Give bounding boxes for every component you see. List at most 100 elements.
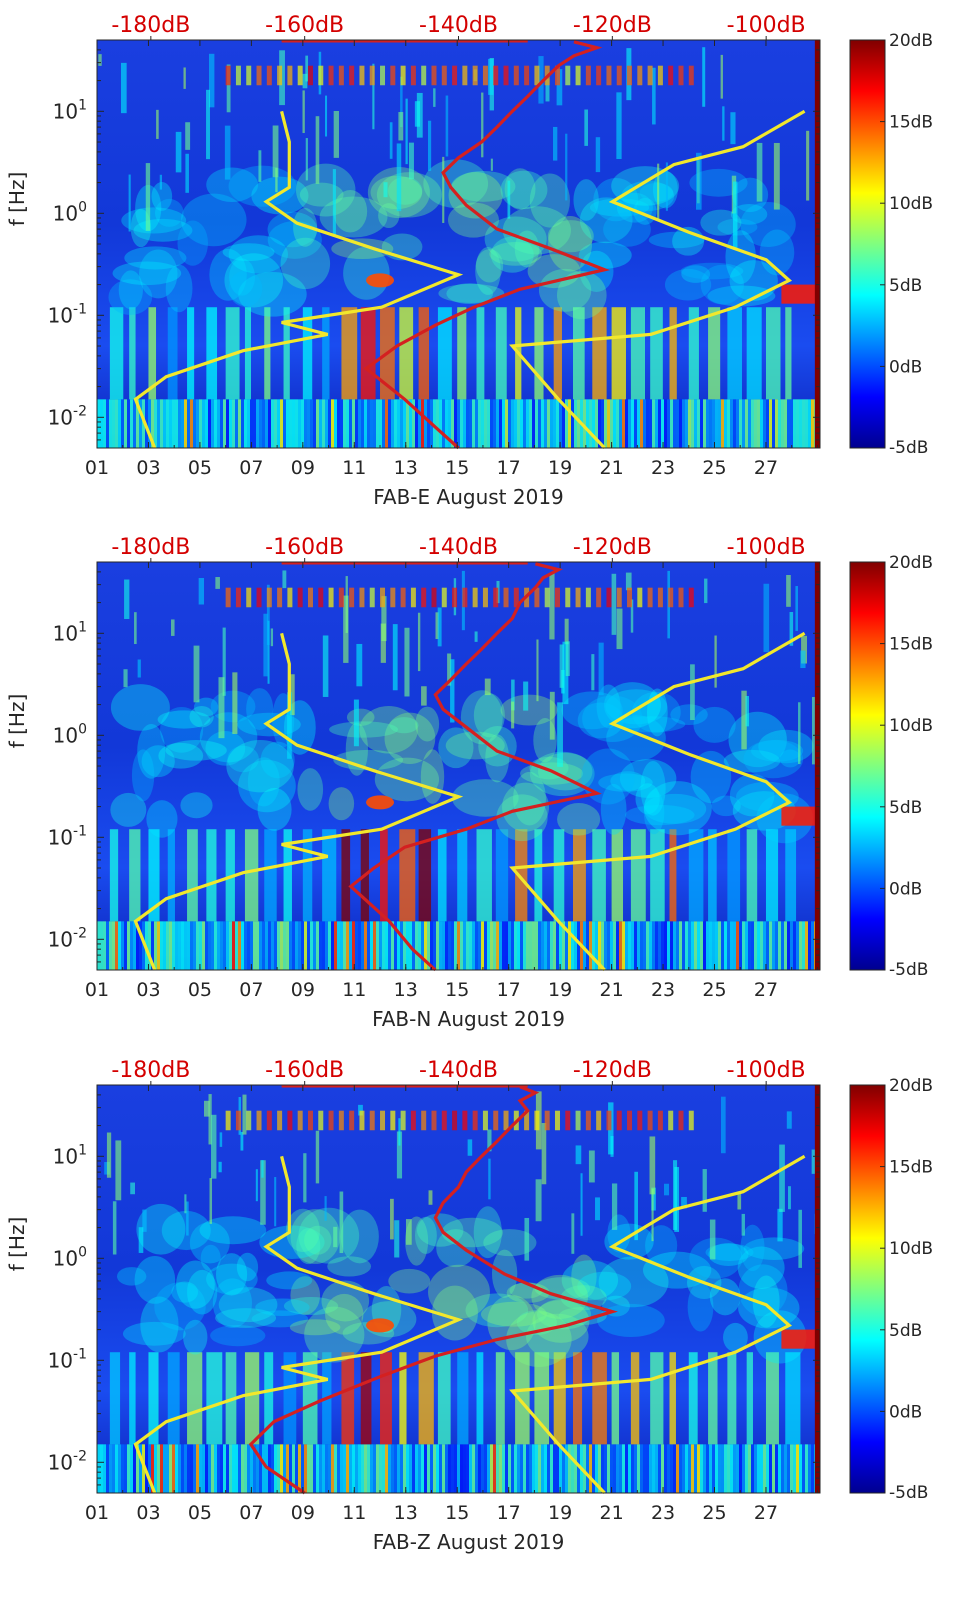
- spectrogram-cell: [708, 1243, 749, 1267]
- spectrogram-cell: [193, 697, 219, 717]
- spectrogram-cell: [538, 268, 592, 312]
- spectrogram-cell: [727, 829, 741, 922]
- spectrogram-cell: [571, 1444, 574, 1493]
- spectrogram-cell: [360, 307, 376, 400]
- spectrogram-cell: [625, 572, 632, 591]
- spectrogram-cell: [328, 921, 331, 970]
- spectrogram-cell: [388, 1268, 431, 1294]
- spectrogram-cell: [751, 921, 754, 970]
- spectrogram-cell: [196, 921, 199, 970]
- spectrogram-cell: [693, 706, 736, 743]
- spectrogram-cell: [297, 65, 303, 86]
- spectrogram-cell: [786, 1111, 792, 1129]
- spectrogram-cell: [112, 1201, 117, 1255]
- spectrogram-cell: [565, 1444, 568, 1493]
- spectrogram-cell: [290, 674, 295, 716]
- spectrogram-cell: [376, 1444, 379, 1493]
- spectrogram-cell: [635, 783, 660, 815]
- spectrogram-cell: [193, 1444, 196, 1493]
- spectrogram-cell: [433, 399, 436, 448]
- spectrogram-cell: [721, 399, 724, 448]
- spectrogram-cell: [246, 587, 252, 608]
- spectrogram-cell: [616, 587, 622, 608]
- spectrogram-cell: [166, 399, 169, 448]
- spectrogram-cell: [175, 399, 178, 448]
- spectrogram-cell: [160, 399, 163, 448]
- x-tick-label: 01: [85, 1502, 109, 1524]
- spectrogram-cell: [400, 1110, 406, 1131]
- spectrogram-cell: [409, 1444, 412, 1493]
- spectrogram-cell: [554, 587, 560, 608]
- spectrogram-cell: [685, 1444, 688, 1493]
- spectrogram-cell: [205, 399, 208, 448]
- spectrogram-cell: [208, 399, 211, 448]
- spectrogram-cell: [472, 587, 478, 608]
- spectrogram-cell: [488, 1158, 491, 1200]
- spectrogram-hotspot: [366, 273, 395, 288]
- spectrogram-cell: [181, 921, 184, 970]
- spectrogram-cell: [431, 1110, 437, 1131]
- spectrogram-cell: [763, 921, 766, 970]
- spectrogram-cell: [743, 1237, 805, 1260]
- spectrogram-cell: [505, 921, 508, 970]
- spectrogram-cell: [421, 921, 424, 970]
- spectrogram-cell: [184, 1194, 187, 1214]
- spectrogram-cell: [98, 54, 102, 66]
- spectrogram-cell: [493, 1110, 499, 1131]
- spectrogram-cell: [286, 921, 289, 970]
- spectrogram-cell: [297, 768, 324, 811]
- spectrogram-cell: [628, 1444, 631, 1493]
- spectrogram-cell: [634, 1171, 638, 1241]
- spectrogram-cell: [418, 307, 430, 400]
- spectrogram-cell: [526, 1444, 529, 1493]
- spectrogram-cell: [183, 67, 186, 89]
- spectrogram-cell: [265, 399, 268, 448]
- spectrogram-cell: [253, 399, 256, 448]
- spectrogram-cell: [302, 73, 308, 89]
- spectrogram-cell: [427, 120, 432, 171]
- spectrogram-cell: [431, 65, 437, 86]
- spectrogram-cell: [586, 921, 589, 970]
- spectrogram-cell: [128, 174, 131, 232]
- spectrogram-cell: [568, 399, 571, 448]
- spectrogram-cell: [169, 1444, 172, 1493]
- spectrogram-cell: [355, 1444, 358, 1493]
- spectrogram-cell: [280, 921, 283, 970]
- spectrogram-cell: [598, 921, 601, 970]
- spectrogram-cell: [601, 1444, 604, 1493]
- spectrogram-cell: [130, 1444, 133, 1493]
- spectrogram-cell: [225, 65, 231, 86]
- spectrogram-cell: [399, 829, 416, 922]
- spectrogram-cell: [370, 175, 423, 210]
- spectrogram-cell: [389, 717, 419, 734]
- spectrogram-cell: [256, 921, 259, 970]
- spectrogram-cell: [523, 1444, 526, 1493]
- spectrogram-cell: [739, 399, 742, 448]
- spectrogram-cell: [499, 1444, 502, 1493]
- spectrogram-cell: [246, 688, 274, 731]
- spectrogram-cell: [433, 88, 436, 107]
- spectrogram-cell: [457, 399, 460, 448]
- spectrogram-cell: [451, 921, 454, 970]
- spectrogram-cell: [256, 65, 262, 86]
- spectrogram-cell: [463, 921, 466, 970]
- spectrogram-cell: [605, 689, 668, 725]
- spectrogram-cell: [729, 774, 775, 817]
- colorbar-label: 0dB: [889, 879, 922, 899]
- spectrogram-cell: [451, 170, 516, 202]
- spectrogram-cell: [733, 1444, 736, 1493]
- spectrogram-cell: [232, 1444, 235, 1493]
- spectrogram-cell: [474, 631, 478, 642]
- spectrogram-cell: [466, 399, 469, 448]
- spectrogram-cell: [598, 399, 601, 448]
- y-tick-label: 101: [53, 1142, 87, 1168]
- spectrogram-cell: [124, 399, 127, 448]
- spectrogram-cell: [476, 829, 492, 922]
- spectrogram-cell: [224, 125, 231, 180]
- spectrogram-cell: [332, 169, 336, 237]
- colorbar-label: 15dB: [889, 635, 933, 655]
- spectrogram-cell: [604, 1223, 654, 1260]
- spectrogram-cell: [643, 921, 646, 970]
- spectrogram-cell: [118, 1444, 121, 1493]
- y-tick-label: 10-1: [48, 301, 87, 327]
